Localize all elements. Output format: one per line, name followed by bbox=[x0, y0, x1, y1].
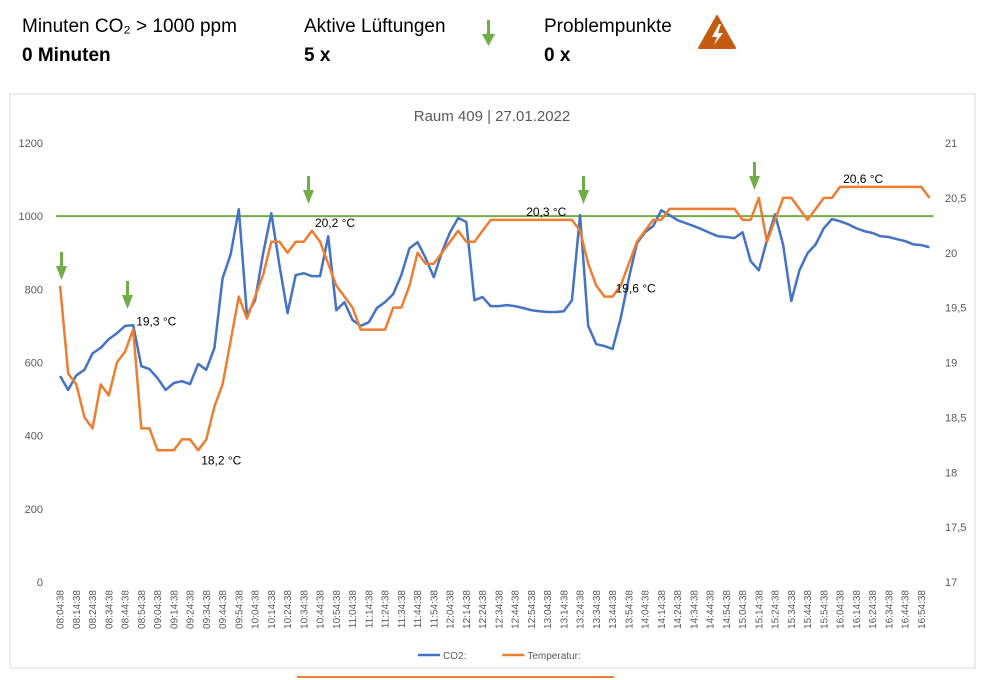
x-tick-label: 15:04:38 bbox=[738, 590, 749, 629]
x-tick-label: 12:44:38 bbox=[511, 590, 522, 629]
y2-tick-label: 18 bbox=[945, 467, 957, 479]
y2-tick-label: 17,5 bbox=[945, 522, 966, 534]
underline bbox=[297, 676, 614, 678]
x-tick-label: 13:14:38 bbox=[559, 590, 570, 629]
data-label: 20,2 °C bbox=[315, 216, 355, 230]
legend-label: Temperatur: bbox=[527, 651, 580, 662]
y2-tick-label: 19 bbox=[945, 358, 957, 370]
kpi-label: Minuten CO₂ > 1000 ppm bbox=[22, 16, 237, 37]
series-line bbox=[58, 185, 931, 452]
x-tick-label: 11:34:38 bbox=[397, 590, 408, 629]
y-tick-label: 800 bbox=[25, 284, 43, 296]
x-tick-label: 10:24:38 bbox=[283, 590, 294, 629]
x-tick-label: 10:04:38 bbox=[251, 590, 262, 629]
kpi-value: 0 Minuten bbox=[22, 45, 111, 66]
x-tick-label: 12:34:38 bbox=[494, 590, 505, 629]
chart-title: Raum 409 | 27.01.2022 bbox=[414, 108, 571, 125]
vent-arrows bbox=[56, 162, 760, 309]
x-tick-label: 11:44:38 bbox=[413, 590, 424, 629]
x-tick-label: 13:34:38 bbox=[592, 590, 603, 629]
x-tick-label: 08:04:38 bbox=[56, 590, 67, 629]
data-label: 18,2 °C bbox=[201, 453, 241, 467]
y-tick-label: 1200 bbox=[19, 138, 43, 150]
x-tick-label: 12:04:38 bbox=[446, 590, 457, 629]
x-tick-label: 11:54:38 bbox=[429, 590, 440, 629]
x-tick-label: 09:04:38 bbox=[153, 590, 164, 629]
kpi-value: 5 x bbox=[304, 45, 331, 66]
kpi-value: 0 x bbox=[544, 45, 571, 66]
x-tick-label: 16:24:38 bbox=[868, 590, 879, 629]
y-tick-label: 200 bbox=[25, 504, 43, 516]
y-tick-label: 600 bbox=[25, 358, 43, 370]
y2-tick-label: 21 bbox=[945, 138, 957, 150]
x-tick-label: 08:14:38 bbox=[72, 590, 83, 629]
x-tick-label: 16:14:38 bbox=[852, 590, 863, 629]
data-label: 20,6 °C bbox=[843, 172, 883, 186]
x-tick-label: 16:04:38 bbox=[836, 590, 847, 629]
y-tick-label: 1000 bbox=[19, 211, 43, 223]
y-tick-label: 400 bbox=[25, 431, 43, 443]
data-label: 19,6 °C bbox=[616, 282, 656, 296]
warning-icon bbox=[698, 15, 736, 49]
x-tick-label: 15:54:38 bbox=[819, 590, 830, 629]
x-tick-label: 09:34:38 bbox=[202, 590, 213, 629]
legend-label: CO2: bbox=[443, 651, 466, 662]
kpi-label: Problempunkte bbox=[544, 16, 672, 37]
x-tick-label: 11:04:38 bbox=[348, 590, 359, 629]
y2-tick-label: 17 bbox=[945, 577, 957, 589]
x-tick-label: 10:14:38 bbox=[267, 590, 278, 629]
y2-tick-label: 20 bbox=[945, 248, 957, 260]
x-tick-label: 14:34:38 bbox=[689, 590, 700, 629]
kpi-label: Aktive Lüftungen bbox=[304, 16, 446, 37]
x-tick-label: 08:34:38 bbox=[104, 590, 115, 629]
series-line bbox=[58, 207, 930, 392]
x-tick-label: 15:14:38 bbox=[754, 590, 765, 629]
x-tick-label: 12:54:38 bbox=[527, 590, 538, 629]
x-tick-label: 15:34:38 bbox=[787, 590, 798, 629]
data-label: 20,3 °C bbox=[526, 205, 566, 219]
x-tick-label: 10:34:38 bbox=[299, 590, 310, 629]
x-tick-label: 14:14:38 bbox=[657, 590, 668, 629]
x-tick-label: 08:54:38 bbox=[137, 590, 148, 629]
x-tick-label: 12:14:38 bbox=[462, 590, 473, 629]
x-tick-label: 16:34:38 bbox=[884, 590, 895, 629]
x-tick-label: 14:24:38 bbox=[673, 590, 684, 629]
x-tick-label: 16:44:38 bbox=[901, 590, 912, 629]
x-tick-label: 08:24:38 bbox=[88, 590, 99, 629]
x-tick-label: 09:14:38 bbox=[169, 590, 180, 629]
x-tick-label: 14:54:38 bbox=[722, 590, 733, 629]
x-tick-label: 10:54:38 bbox=[332, 590, 343, 629]
x-tick-label: 08:44:38 bbox=[121, 590, 132, 629]
x-tick-label: 15:44:38 bbox=[803, 590, 814, 629]
y2-tick-label: 18,5 bbox=[945, 412, 966, 424]
x-tick-label: 15:24:38 bbox=[771, 590, 782, 629]
data-label: 19,3 °C bbox=[136, 315, 176, 329]
x-tick-label: 09:24:38 bbox=[186, 590, 197, 629]
x-tick-label: 13:54:38 bbox=[624, 590, 635, 629]
chart-frame bbox=[9, 93, 976, 669]
y2-tick-label: 20,5 bbox=[945, 193, 966, 205]
x-tick-label: 13:44:38 bbox=[608, 590, 619, 629]
x-tick-label: 14:44:38 bbox=[706, 590, 717, 629]
y-tick-label: 0 bbox=[37, 577, 43, 589]
plot: 0 200 400 600 800 1000 1200 17 17,5 18 18,5 19 19,5 2… bbox=[19, 138, 967, 662]
x-tick-label: 14:04:38 bbox=[641, 590, 652, 629]
x-tick-label: 13:24:38 bbox=[576, 590, 587, 629]
x-tick-label: 10:44:38 bbox=[316, 590, 327, 629]
y2-tick-label: 19,5 bbox=[945, 303, 966, 315]
x-tick-label: 13:04:38 bbox=[543, 590, 554, 629]
x-tick-label: 09:54:38 bbox=[234, 590, 245, 629]
x-tick-label: 11:24:38 bbox=[381, 590, 392, 629]
x-tick-label: 11:14:38 bbox=[364, 590, 375, 629]
x-tick-label: 09:44:38 bbox=[218, 590, 229, 629]
x-tick-label: 12:24:38 bbox=[478, 590, 489, 629]
x-tick-label: 16:54:38 bbox=[917, 590, 928, 629]
vent-icon bbox=[482, 20, 495, 46]
